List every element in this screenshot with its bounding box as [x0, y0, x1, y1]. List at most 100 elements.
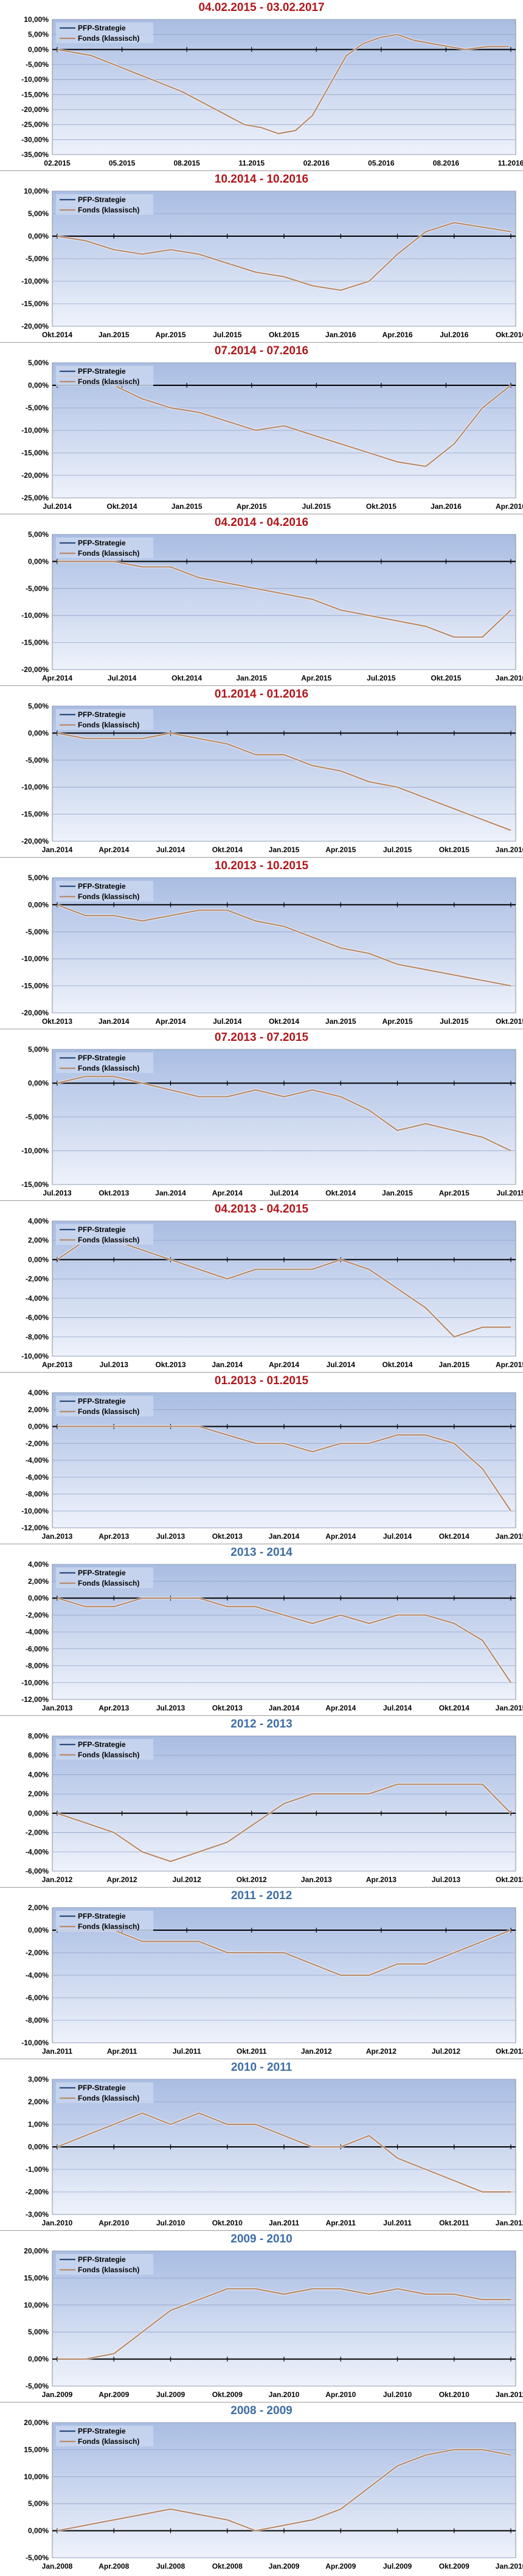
x-tick-label: Jan.2015 [269, 845, 300, 854]
x-tick-label: Jul.2013 [432, 1875, 461, 1884]
chart-title: 07.2013 - 07.2015 [214, 1031, 309, 1044]
legend-label-pfp: PFP-Strategie [78, 1912, 126, 1920]
legend-label-fonds: Fonds (klassisch) [78, 892, 139, 901]
x-tick-label: Jan.2010 [42, 2219, 73, 2227]
chart-title: 04.2013 - 04.2015 [214, 1203, 309, 1216]
y-tick-label: -10,00% [21, 426, 49, 435]
chart-panel: 5,00% 0,00% -5,00% -10,00% -15,00% -20,00% Okt… [0, 858, 523, 1030]
x-tick-label: Jul.2009 [156, 2390, 185, 2399]
y-tick-label: 3,00% [28, 2075, 49, 2084]
chart-title: 2012 - 2013 [230, 1718, 293, 1731]
y-tick-label: -2,00% [26, 1829, 49, 1837]
legend: PFP-Strategie Fonds (klassisch) [56, 2426, 153, 2446]
y-tick-label: -2,00% [26, 1439, 49, 1447]
legend-box [56, 1224, 153, 1245]
x-tick-label: Okt.2011 [439, 2219, 469, 2227]
y-tick-label: -20,00% [21, 1009, 49, 1017]
x-tick-label: Apr.2013 [99, 1704, 129, 1712]
chart-title: 10.2013 - 10.2015 [214, 859, 309, 872]
x-tick-label: Okt.2009 [212, 2390, 243, 2399]
x-tick-label: Jan.2015 [99, 331, 130, 339]
series-fonds-klassisch [57, 1426, 511, 1511]
x-tick-label: 05.2016 [368, 159, 395, 167]
y-tick-label: -20,00% [21, 105, 49, 114]
x-tick-label: Apr.2013 [99, 1532, 129, 1541]
x-tick-label: Jan.2014 [42, 845, 73, 854]
legend-label-pfp: PFP-Strategie [78, 882, 126, 891]
legend-label-fonds: Fonds (klassisch) [78, 2266, 139, 2274]
y-tick-label: 2,00% [28, 1577, 49, 1586]
legend: PFP-Strategie Fonds (klassisch) [56, 23, 153, 43]
x-tick-label: Okt.2014 [439, 1532, 469, 1541]
y-tick-label: -20,00% [21, 665, 49, 674]
x-tick-label: Jul.2011 [173, 2047, 201, 2056]
y-tick-label: -10,00% [21, 2039, 49, 2047]
chart-title: 07.2014 - 07.2016 [214, 345, 309, 357]
chart-svg: 8,00% 6,00% 4,00% 2,00% 0,00% -2,00% -4,00% -6,… [26, 1732, 523, 1884]
x-tick-label: Jul.2014 [383, 1704, 412, 1712]
y-tick-label: 5,00% [28, 1045, 49, 1054]
chart-svg: 20,00%15,00%10,00%5,00%0,00%-5,00%Jan.20… [24, 2418, 523, 2571]
y-tick-label: 10,00% [24, 2473, 49, 2481]
panel-separator [0, 1715, 523, 1716]
x-tick-label: Jan.2013 [42, 1532, 73, 1541]
y-tick-label: -15,00% [21, 299, 49, 308]
y-tick-label: 0,00% [28, 45, 49, 54]
y-tick-label: -6,00% [26, 1645, 49, 1653]
x-tick-label: Jan.2011 [42, 2047, 72, 2056]
x-tick-label: Okt.2014 [325, 1189, 356, 1197]
y-tick-label: 0,00% [28, 1255, 49, 1264]
legend-label-pfp: PFP-Strategie [78, 1740, 126, 1749]
x-tick-label: Jan.2015 [496, 1532, 523, 1541]
panel-separator [0, 857, 523, 858]
y-tick-label: 5,00% [28, 702, 49, 710]
chart-panel: 5,00% 0,00% -5,00% -10,00% -15,00% -20,00% Jan… [0, 687, 523, 858]
chart-title: 01.2014 - 01.2016 [214, 688, 309, 701]
x-tick-label: Jan.2015 [171, 502, 203, 511]
y-tick-label: -5,00% [26, 584, 49, 593]
x-tick-label: Jul.2011 [383, 2219, 412, 2227]
x-tick-label: Jan.2014 [155, 1189, 186, 1197]
y-tick-label: -5,00% [26, 60, 49, 69]
legend-label-pfp: PFP-Strategie [78, 2427, 126, 2435]
x-tick-label: Apr.2009 [99, 2390, 129, 2399]
legend-label-pfp: PFP-Strategie [78, 367, 126, 376]
y-tick-label: 0,00% [28, 1423, 49, 1431]
x-tick-label: Jan.2015 [438, 1360, 469, 1369]
legend-label-pfp: PFP-Strategie [78, 1569, 126, 1577]
x-tick-label: Jul.2008 [156, 2562, 185, 2571]
panel-separator [0, 2402, 523, 2403]
legend-label-fonds: Fonds (klassisch) [78, 1407, 139, 1416]
legend-box [56, 881, 153, 901]
y-tick-label: 5,00% [28, 209, 49, 218]
series-fonds-klassisch [57, 1597, 511, 1683]
legend: PFP-Strategie Fonds (klassisch) [56, 2082, 153, 2103]
x-tick-label: 08.2016 [433, 159, 460, 167]
x-tick-label: Okt.2013 [212, 1532, 243, 1541]
x-tick-label: Apr.2008 [99, 2562, 129, 2571]
y-tick-label: -4,00% [26, 1294, 49, 1303]
y-tick-label: -2,00% [26, 1611, 49, 1619]
x-tick-label: Okt.2015 [431, 674, 461, 682]
legend-label-fonds: Fonds (klassisch) [78, 1922, 139, 1931]
y-tick-label: -15,00% [21, 449, 49, 457]
y-tick-label: -5,00% [26, 756, 49, 765]
y-tick-label: 5,00% [28, 873, 49, 882]
legend-box [56, 709, 153, 730]
legend-label-pfp: PFP-Strategie [78, 195, 126, 204]
y-tick-label: 0,00% [28, 900, 49, 909]
x-tick-label: Jan.2014 [269, 1704, 300, 1712]
x-tick-label: Jan.2015 [496, 1704, 523, 1712]
y-tick-label: -10,00% [21, 954, 49, 963]
y-tick-label: -12,00% [21, 1695, 49, 1704]
x-tick-label: Apr.2009 [325, 2562, 356, 2571]
chart-svg: 5,00%0,00%-5,00%-10,00%-15,00%-20,00%Jan… [21, 702, 523, 854]
x-tick-label: Jan.2015 [382, 1189, 413, 1197]
legend-label-fonds: Fonds (klassisch) [78, 206, 139, 214]
x-tick-label: Apr.2015 [496, 1360, 523, 1369]
legend: PFP-Strategie Fonds (klassisch) [56, 1224, 153, 1245]
x-tick-label: Jul.2009 [383, 2562, 412, 2571]
legend: PFP-Strategie Fonds (klassisch) [56, 1567, 153, 1588]
chart-svg: 5,00% 0,00% -5,00% -10,00% -15,00% -20,00% -25… [21, 359, 523, 511]
panel-separator [0, 1200, 523, 1201]
